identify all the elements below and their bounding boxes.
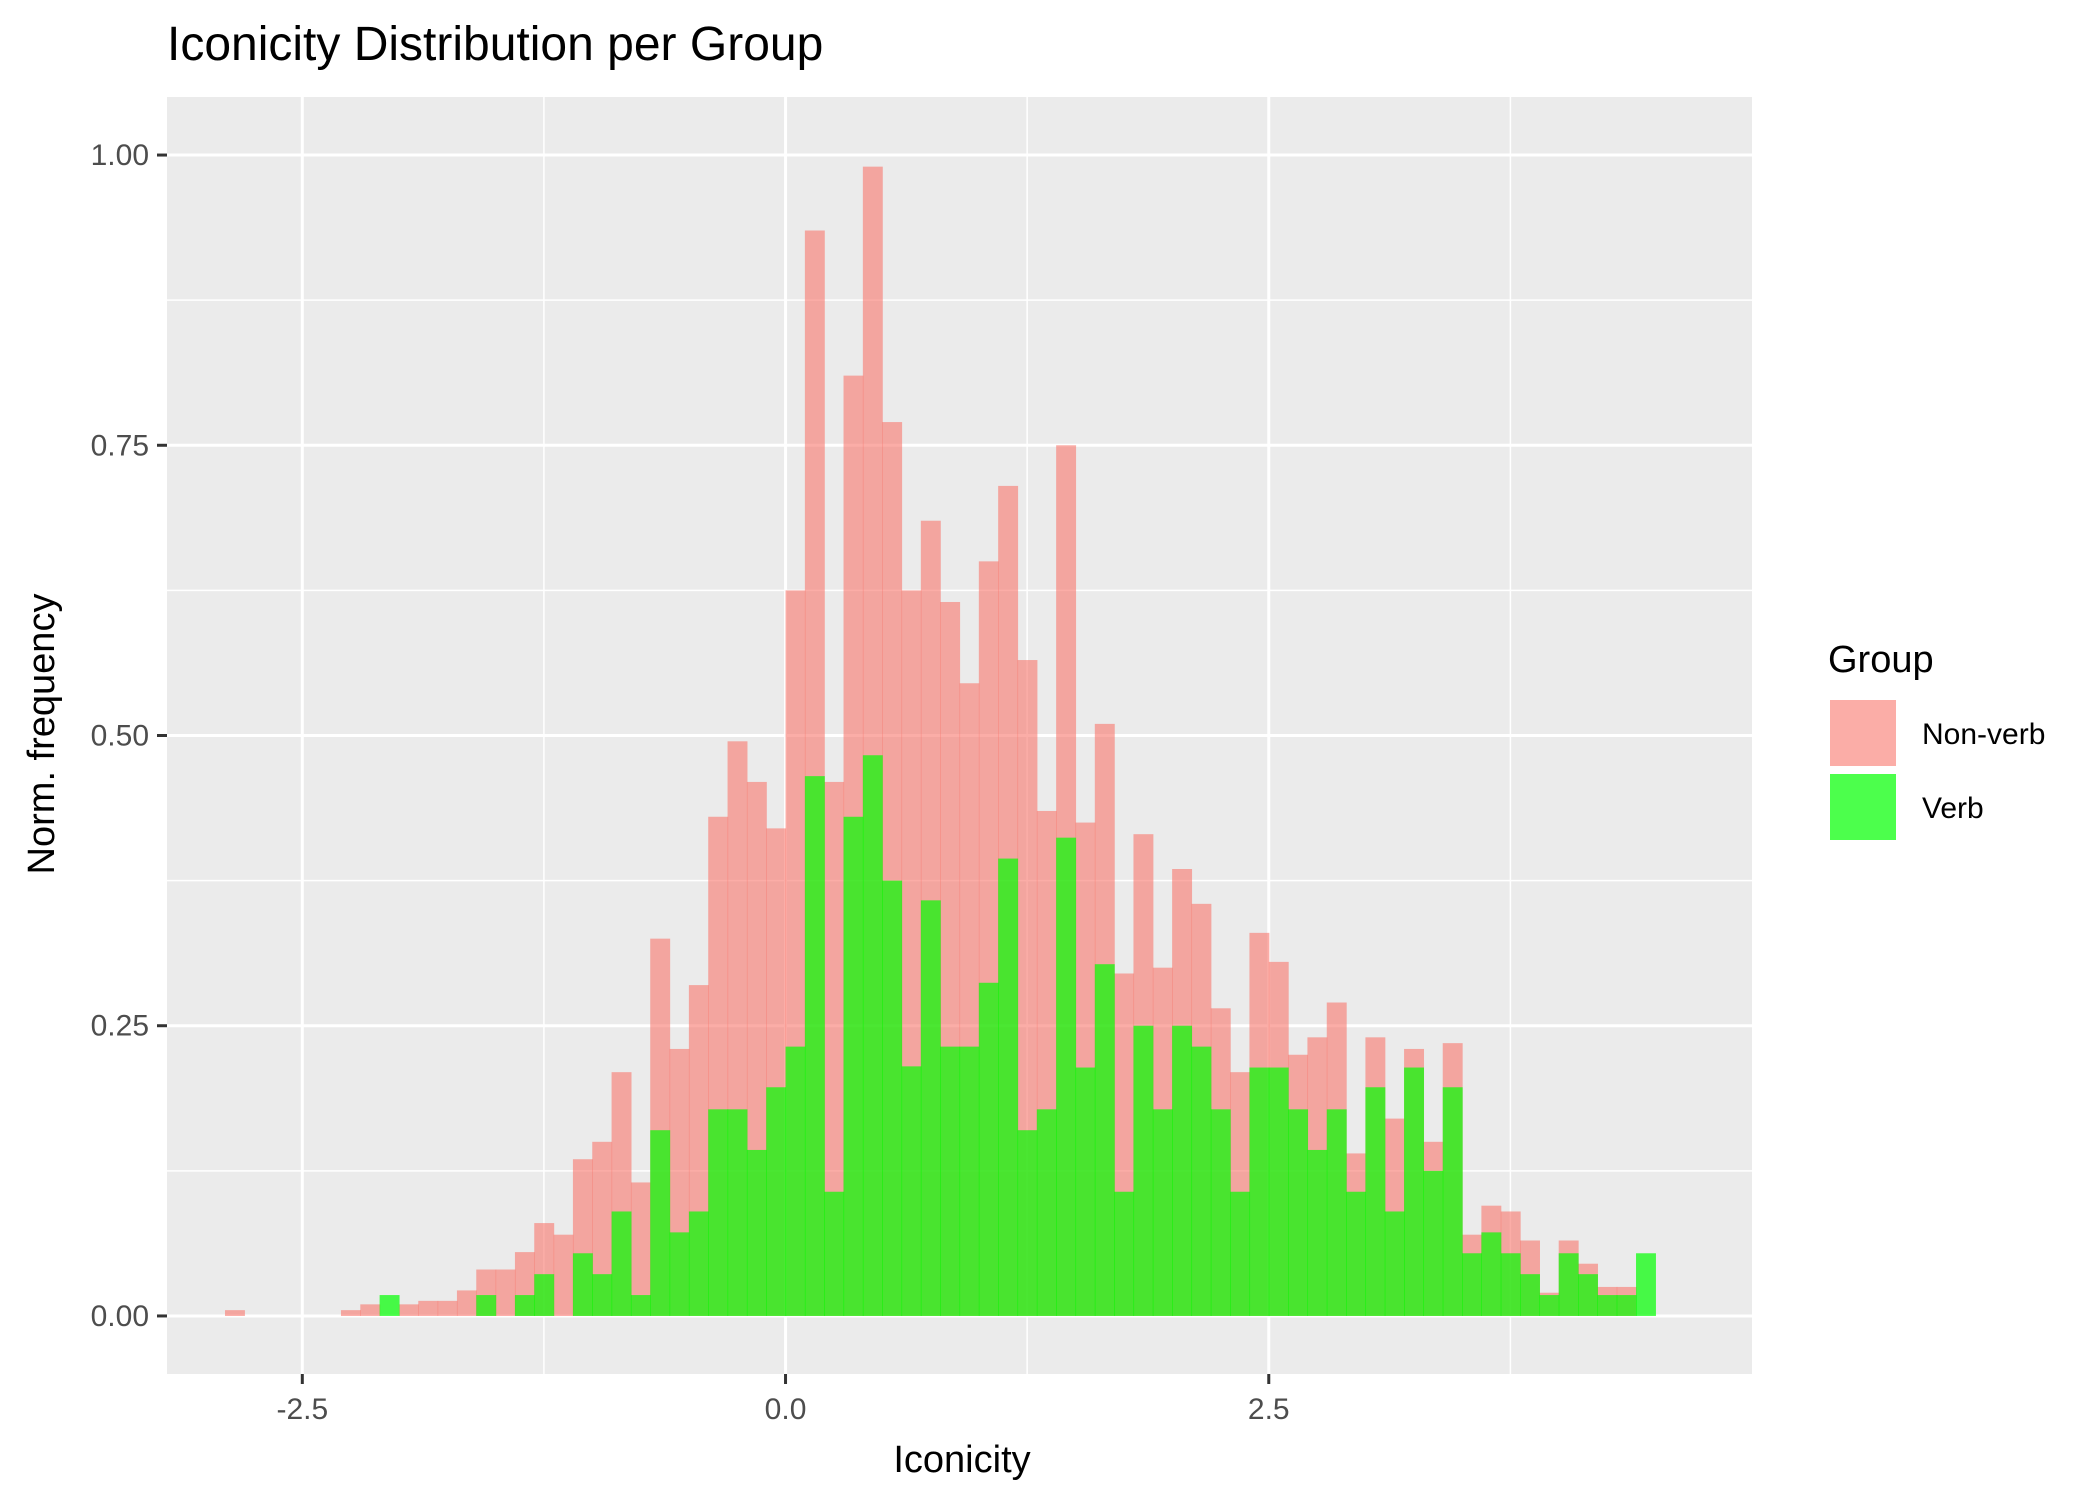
bar-verb [804, 776, 825, 1316]
bar-verb [1558, 1253, 1579, 1316]
bar-verb [843, 816, 864, 1316]
bar-verb [1036, 1109, 1057, 1316]
bar-verb [824, 1191, 845, 1316]
bar-non-verb [340, 1310, 361, 1316]
series-verb-bars [379, 755, 1656, 1316]
bar-verb [1114, 1191, 1135, 1316]
bar-verb [514, 1295, 535, 1316]
x-tick-label: 2.5 [1248, 1393, 1290, 1426]
y-tick-label: 1.00 [91, 139, 149, 172]
bar-verb [1346, 1191, 1367, 1316]
y-tick-label: 0.25 [91, 1010, 149, 1043]
bar-non-verb [418, 1300, 439, 1316]
bar-verb [1017, 1130, 1038, 1316]
bar-non-verb [456, 1290, 477, 1316]
bar-verb [978, 982, 999, 1316]
bar-verb [1636, 1253, 1656, 1316]
bar-verb [727, 1109, 748, 1316]
bar-verb [534, 1274, 555, 1316]
bar-verb [379, 1295, 400, 1316]
legend-title: Group [1828, 639, 1934, 681]
bar-verb [766, 1087, 787, 1316]
bar-verb [688, 1211, 709, 1316]
bar-non-verb [592, 1141, 613, 1316]
bar-non-verb [437, 1300, 458, 1316]
bar-verb [920, 900, 941, 1316]
bar-verb [630, 1295, 651, 1316]
y-axis-title: Norm. frequency [21, 594, 63, 875]
y-tick-label: 0.50 [91, 720, 149, 753]
bar-non-verb [553, 1234, 574, 1316]
y-tick-label: 0.75 [91, 429, 149, 462]
y-tick-label: 0.00 [91, 1300, 149, 1333]
bar-verb [1481, 1232, 1502, 1316]
y-axis: 0.00 0.25 0.50 0.75 1.00 [91, 139, 167, 1333]
bar-verb [1404, 1067, 1425, 1316]
bar-verb [901, 1066, 922, 1316]
bar-non-verb [495, 1269, 516, 1316]
bar-verb [959, 1046, 980, 1316]
legend-label-non-verb: Non-verb [1922, 718, 2045, 751]
bar-verb [572, 1253, 593, 1316]
bar-verb [1384, 1211, 1405, 1316]
bar-verb [1133, 1025, 1154, 1316]
bar-verb [998, 858, 1019, 1316]
legend-label-verb: Verb [1922, 792, 1984, 825]
bar-verb [1230, 1191, 1251, 1316]
bar-non-verb [360, 1304, 381, 1316]
bar-verb [862, 755, 883, 1316]
bar-verb [1210, 1109, 1231, 1316]
chart-title: Iconicity Distribution per Group [167, 18, 823, 71]
bar-verb [1462, 1253, 1482, 1316]
bar-verb [708, 1109, 729, 1316]
bar-verb [1288, 1109, 1309, 1316]
bar-verb [1056, 837, 1077, 1316]
legend-key-non-verb [1830, 700, 1896, 766]
bar-non-verb [824, 781, 845, 1316]
legend-key-verb [1830, 774, 1896, 840]
bar-verb [1539, 1295, 1560, 1316]
bar-verb [1152, 1109, 1173, 1316]
x-tick-label: -2.5 [276, 1393, 328, 1426]
bar-verb [1249, 1067, 1270, 1316]
x-axis: -2.5 0.0 2.5 [276, 1374, 1290, 1426]
bar-verb [1423, 1170, 1444, 1316]
bar-verb [669, 1232, 690, 1316]
bar-verb [1442, 1087, 1463, 1316]
x-axis-title: Iconicity [893, 1439, 1030, 1481]
bar-verb [650, 1130, 671, 1316]
bar-verb [1578, 1274, 1598, 1316]
bar-verb [1075, 1067, 1096, 1316]
bar-verb [785, 1046, 806, 1316]
bar-verb [1616, 1295, 1637, 1316]
bar-verb [1500, 1253, 1521, 1316]
bar-verb [1307, 1149, 1328, 1316]
bar-verb [1326, 1109, 1347, 1316]
bar-verb [1268, 1067, 1289, 1316]
bar-verb [882, 880, 903, 1316]
bar-non-verb [630, 1182, 651, 1316]
x-tick-label: 0.0 [765, 1393, 807, 1426]
plot-area [167, 97, 1752, 1374]
bar-verb [1094, 964, 1115, 1316]
legend: Group Non-verb Verb [1828, 639, 2045, 840]
bar-verb [476, 1295, 497, 1316]
bar-verb [1191, 1046, 1212, 1316]
bar-verb [1520, 1274, 1540, 1316]
bar-non-verb [398, 1304, 419, 1316]
bar-verb [592, 1274, 613, 1316]
bar-verb [1172, 1025, 1193, 1316]
bar-verb [746, 1149, 767, 1316]
bar-non-verb [224, 1310, 245, 1316]
bar-verb [1597, 1295, 1618, 1316]
bar-verb [1365, 1087, 1386, 1316]
bar-verb [611, 1211, 632, 1316]
bar-verb [940, 1046, 961, 1316]
